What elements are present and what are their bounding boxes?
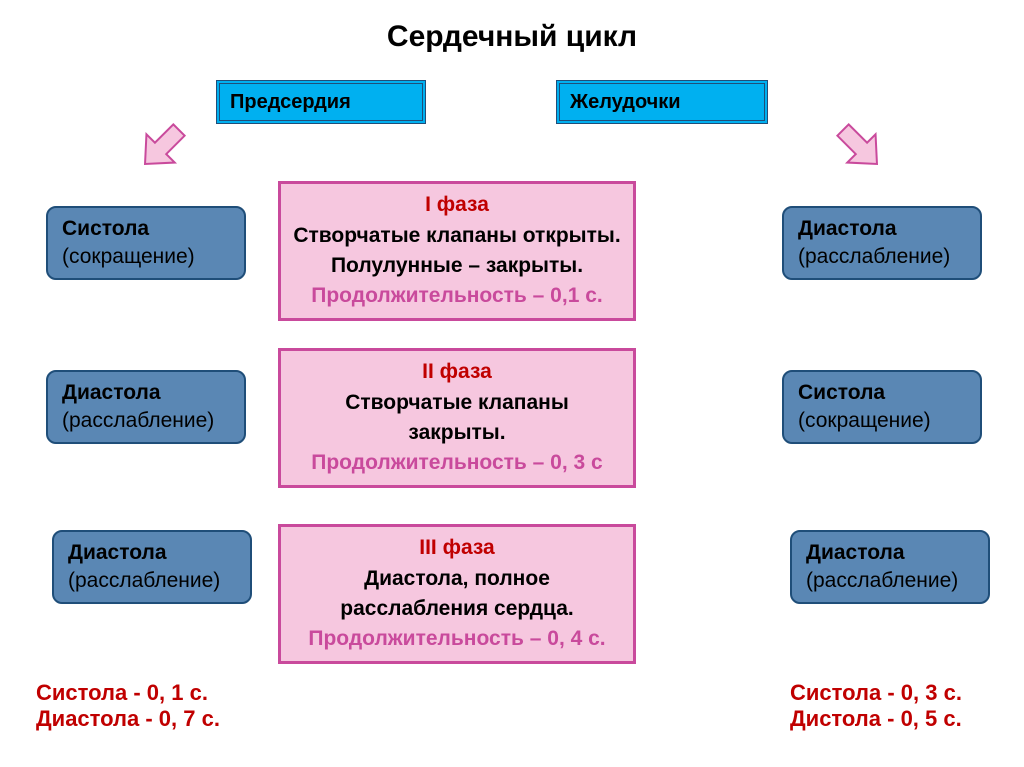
top-box-atria-label: Предсердия <box>230 91 422 114</box>
right-state-3-sub: (расслабление) <box>806 567 974 595</box>
arrow-right-icon <box>828 115 892 179</box>
left-state-3-sub: (расслабление) <box>68 567 236 595</box>
top-box-ventricles-label: Желудочки <box>570 91 764 114</box>
left-state-1-sub: (сокращение) <box>62 243 230 271</box>
phase-1-title: I фаза <box>281 190 633 220</box>
phase-3-line1: Диастола, полное <box>281 564 633 594</box>
right-state-2-sub: (сокращение) <box>798 407 966 435</box>
phase-3-title: III фаза <box>281 533 633 563</box>
phase-2-line2: закрыты. <box>281 418 633 448</box>
right-state-1-sub: (расслабление) <box>798 243 966 271</box>
right-state-1-title: Диастола <box>798 215 966 243</box>
summary-right-1: Систола - 0, 3 с. <box>790 680 962 706</box>
phase-2-title: II фаза <box>281 357 633 387</box>
phase-3: III фаза Диастола, полное расслабления с… <box>278 524 636 664</box>
phase-1-line1: Створчатые клапаны открыты. <box>281 221 633 251</box>
right-state-1: Диастола (расслабление) <box>782 206 982 280</box>
phase-2: II фаза Створчатые клапаны закрыты. Прод… <box>278 348 636 488</box>
right-state-2-title: Систола <box>798 379 966 407</box>
top-box-atria: Предсердия <box>216 80 426 124</box>
left-state-3-title: Диастола <box>68 539 236 567</box>
left-state-3: Диастола (расслабление) <box>52 530 252 604</box>
arrow-left-icon <box>130 115 194 179</box>
phase-2-duration: Продолжительность – 0, 3 с <box>281 448 633 478</box>
summary-right-2: Дистола - 0, 5 с. <box>790 706 962 732</box>
right-state-2: Систола (сокращение) <box>782 370 982 444</box>
left-state-2-title: Диастола <box>62 379 230 407</box>
phase-1-line2: Полулунные – закрыты. <box>281 251 633 281</box>
left-state-1-title: Систола <box>62 215 230 243</box>
phase-1-duration: Продолжительность – 0,1 с. <box>281 281 633 311</box>
phase-3-duration: Продолжительность – 0, 4 с. <box>281 624 633 654</box>
phase-2-line1: Створчатые клапаны <box>281 388 633 418</box>
left-state-2: Диастола (расслабление) <box>46 370 246 444</box>
left-state-2-sub: (расслабление) <box>62 407 230 435</box>
phase-1: I фаза Створчатые клапаны открыты. Полул… <box>278 181 636 321</box>
page-title: Сердечный цикл <box>0 20 1024 54</box>
summary-left-2: Диастола - 0, 7 с. <box>36 706 220 732</box>
right-state-3: Диастола (расслабление) <box>790 530 990 604</box>
summary-left: Систола - 0, 1 с. Диастола - 0, 7 с. <box>36 680 220 732</box>
top-box-ventricles: Желудочки <box>556 80 768 124</box>
right-state-3-title: Диастола <box>806 539 974 567</box>
summary-right: Систола - 0, 3 с. Дистола - 0, 5 с. <box>790 680 962 732</box>
phase-3-line2: расслабления сердца. <box>281 594 633 624</box>
left-state-1: Систола (сокращение) <box>46 206 246 280</box>
summary-left-1: Систола - 0, 1 с. <box>36 680 220 706</box>
